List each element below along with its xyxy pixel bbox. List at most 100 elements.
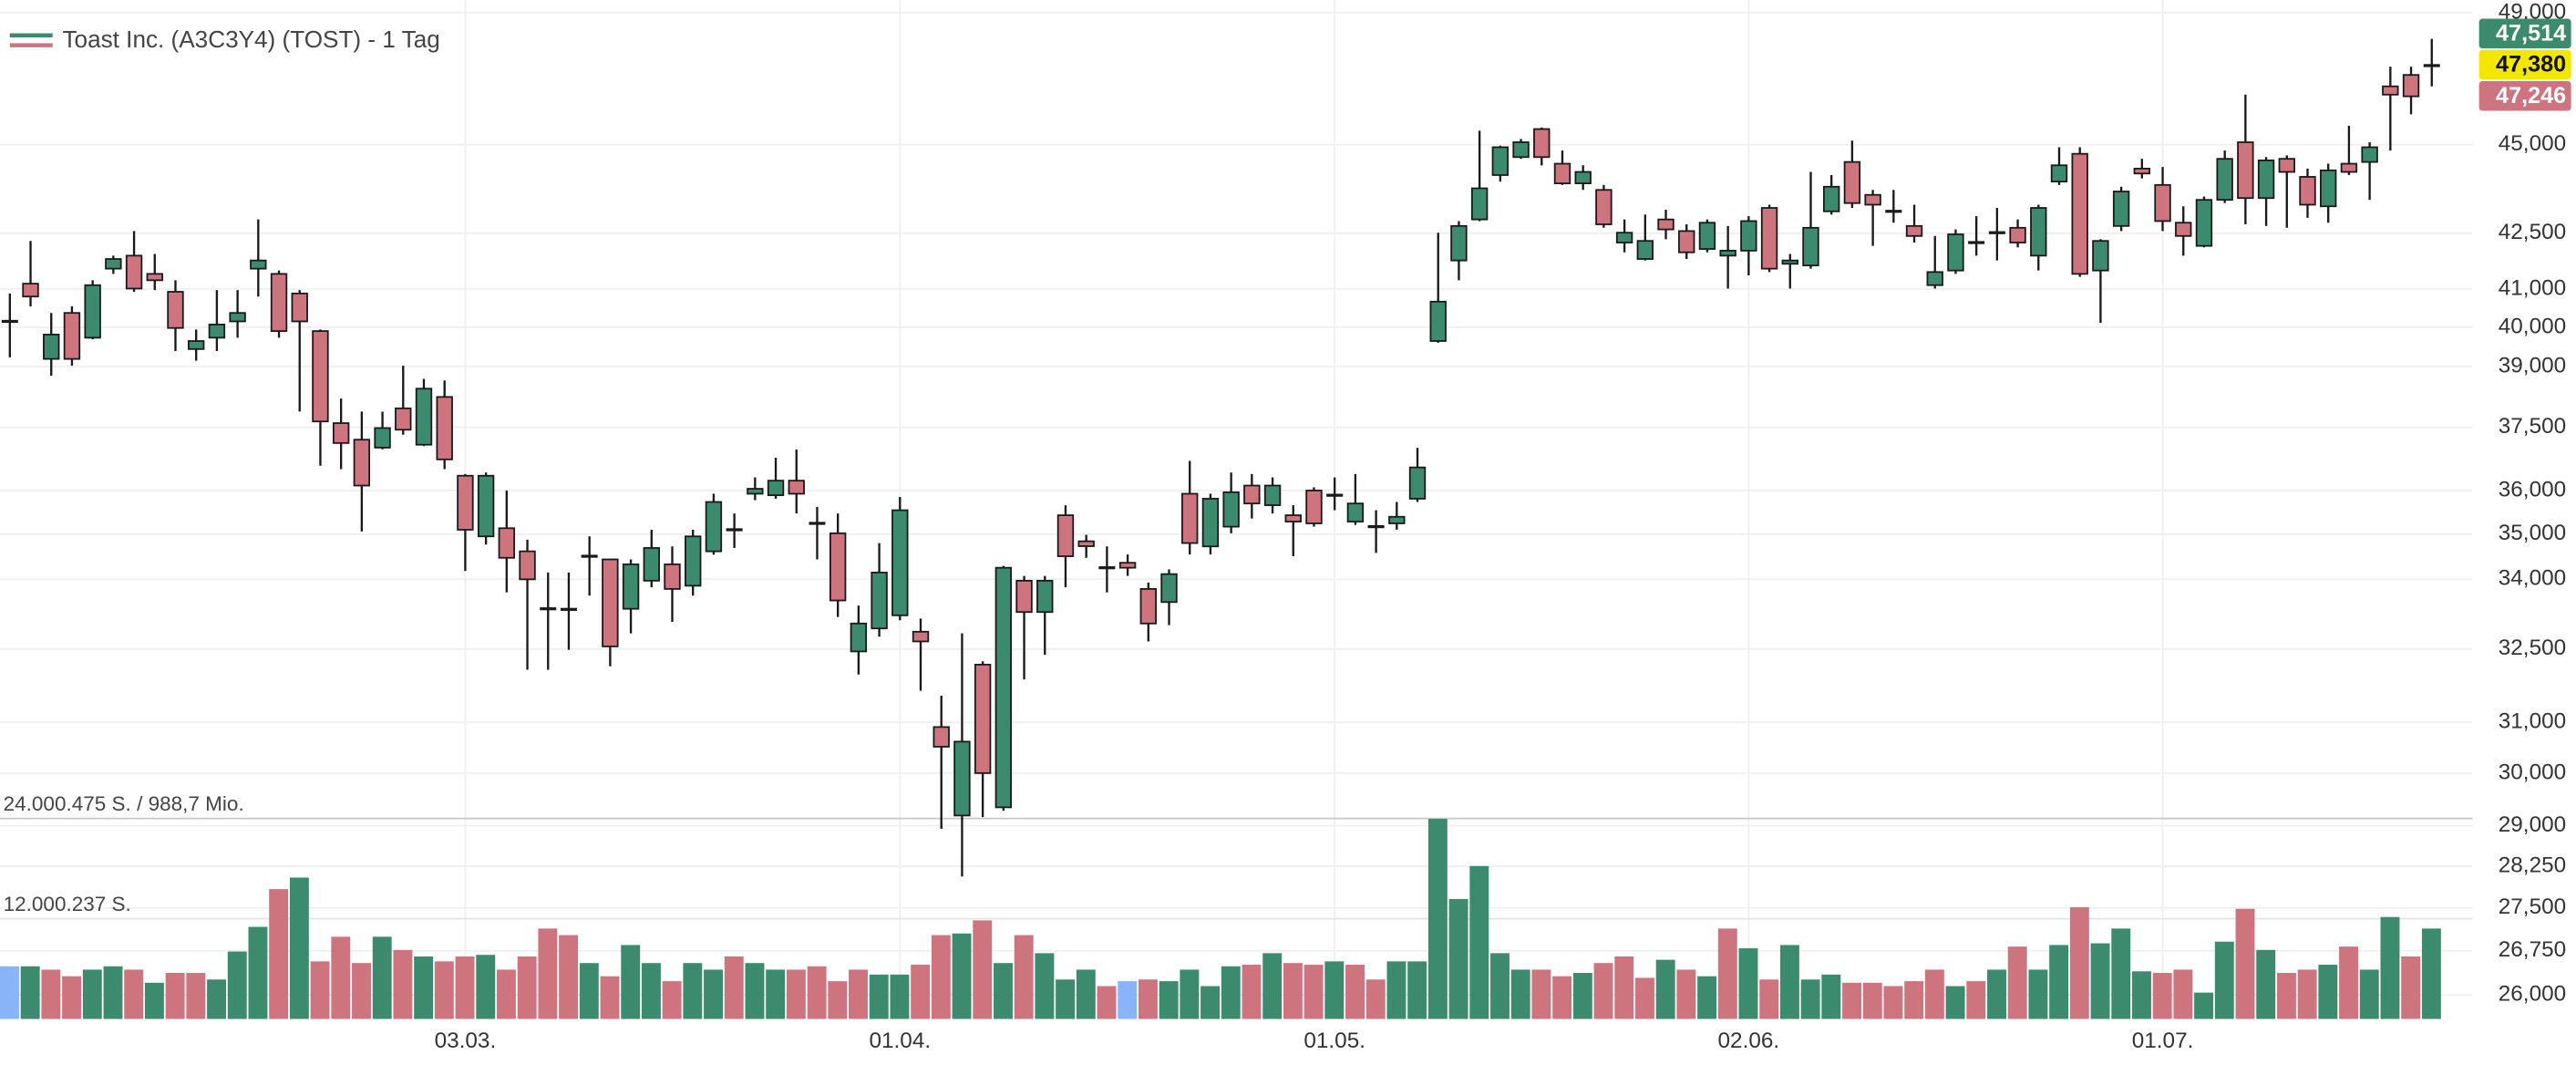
candle-body <box>1636 240 1654 260</box>
candle-body <box>1201 498 1220 548</box>
volume-bar <box>1365 979 1386 1019</box>
candle-body <box>1098 566 1116 570</box>
volume-bar <box>1076 969 1096 1019</box>
candle-body <box>498 527 516 559</box>
x-tick-label: 01.05. <box>1303 1029 1365 1053</box>
candle-body <box>643 547 660 582</box>
y-tick-label: 27,500 <box>2499 894 2566 919</box>
candle-body <box>540 607 557 611</box>
candle-body <box>167 291 184 329</box>
volume-bar <box>2069 906 2089 1019</box>
volume-bar <box>165 972 185 1019</box>
candle-body <box>477 474 495 538</box>
candle-body <box>560 607 577 611</box>
candle-body <box>2423 64 2440 67</box>
volume-bar <box>1262 953 1283 1019</box>
volume-bar <box>911 965 931 1019</box>
y-tick-label: 30,000 <box>2499 760 2566 784</box>
volume-bar <box>1883 986 1903 1019</box>
price-label: 47,514 <box>2496 20 2566 46</box>
volume-bar <box>1862 982 1882 1019</box>
volume-bar <box>1221 966 1241 1019</box>
volume-bar <box>1242 965 1262 1019</box>
candle-body <box>1077 540 1095 547</box>
candle-body <box>1450 224 1468 262</box>
volume-bar <box>1427 819 1448 1019</box>
candle-body <box>1947 233 1964 272</box>
candle-body <box>2133 167 2151 175</box>
y-tick-label: 29,000 <box>2499 812 2566 837</box>
candle-body <box>1740 220 1757 252</box>
volume-bar <box>2318 965 2338 1019</box>
volume-bar <box>2132 971 2151 1019</box>
grid <box>0 0 2473 1019</box>
candle-body <box>2195 199 2213 247</box>
x-tick-label: 01.07. <box>2132 1029 2194 1053</box>
candle-body <box>1181 492 1199 544</box>
y-tick-label: 26,000 <box>2499 982 2566 1007</box>
volume-bar <box>1510 969 1530 1019</box>
volume-bar <box>2194 992 2214 1019</box>
volume-bar <box>828 981 848 1019</box>
volume-bar <box>2256 949 2276 1019</box>
volume-bar <box>2090 943 2110 1019</box>
candle-body <box>953 740 971 817</box>
volume-bar <box>1572 972 1592 1019</box>
candle-body <box>1388 515 1406 524</box>
volume-bar <box>2421 928 2441 1019</box>
candle-body <box>1243 484 1261 505</box>
y-tick-label: 39,000 <box>2499 353 2566 377</box>
candle-body <box>705 501 723 553</box>
candle-body <box>519 550 536 581</box>
candle-body <box>332 422 350 444</box>
volume-bar <box>2339 946 2359 1019</box>
volume-bar <box>2152 972 2172 1019</box>
volume-bar <box>1655 959 1675 1019</box>
candle-body <box>1968 241 1985 244</box>
volume-bar <box>372 936 392 1019</box>
volume-bar <box>0 966 19 1019</box>
volume-bar <box>538 928 558 1019</box>
volume-bar <box>2235 908 2255 1019</box>
volume-bar <box>1324 961 1345 1019</box>
volume-bar <box>82 969 102 1019</box>
volume-bar <box>1056 979 1076 1019</box>
candle-body <box>1905 224 1923 237</box>
candle-body <box>1553 162 1571 184</box>
candle-body <box>2237 141 2254 200</box>
volume-bar <box>1180 969 1200 1019</box>
volume-bar <box>1200 986 1221 1019</box>
volume-bar <box>683 963 703 1019</box>
candle-body <box>685 535 702 587</box>
candle-body <box>2257 160 2275 200</box>
volume-bar <box>1159 981 1179 1019</box>
candle-body <box>1843 160 1861 204</box>
volume-bar <box>1138 979 1158 1019</box>
volume-bar <box>1966 981 1986 1019</box>
volume-pane <box>0 817 2473 1019</box>
candle-body <box>22 283 39 298</box>
volume-bar <box>1697 976 1717 1019</box>
candle-body <box>374 427 391 449</box>
candle-body <box>312 330 329 423</box>
x-tick-label: 03.03. <box>435 1029 497 1053</box>
candle-body <box>1512 141 1530 159</box>
candle-body <box>353 439 371 487</box>
volume-bar <box>2297 969 2317 1019</box>
volume-bar <box>1945 986 1965 1019</box>
candle-body <box>250 259 267 270</box>
axes: 26,000 26,750 27,500 28,250 29,000 30,000 31,0… <box>4 0 2571 1053</box>
candle-body <box>2278 158 2295 173</box>
candle-body <box>1036 579 1054 614</box>
candle-body <box>291 292 308 323</box>
candle-body <box>2071 152 2088 275</box>
volume-bar <box>1676 969 1696 1019</box>
candle-body <box>1346 502 1365 522</box>
volume-bar <box>1717 928 1737 1019</box>
volume-tick-label: 24.000.475 S. / 988,7 Mio. <box>4 792 244 815</box>
volume-bar <box>952 933 972 1019</box>
y-tick-label: 34,000 <box>2499 566 2566 591</box>
volume-bar <box>1552 976 1572 1019</box>
volume-bar <box>144 982 164 1019</box>
candle-body <box>1698 222 1716 250</box>
